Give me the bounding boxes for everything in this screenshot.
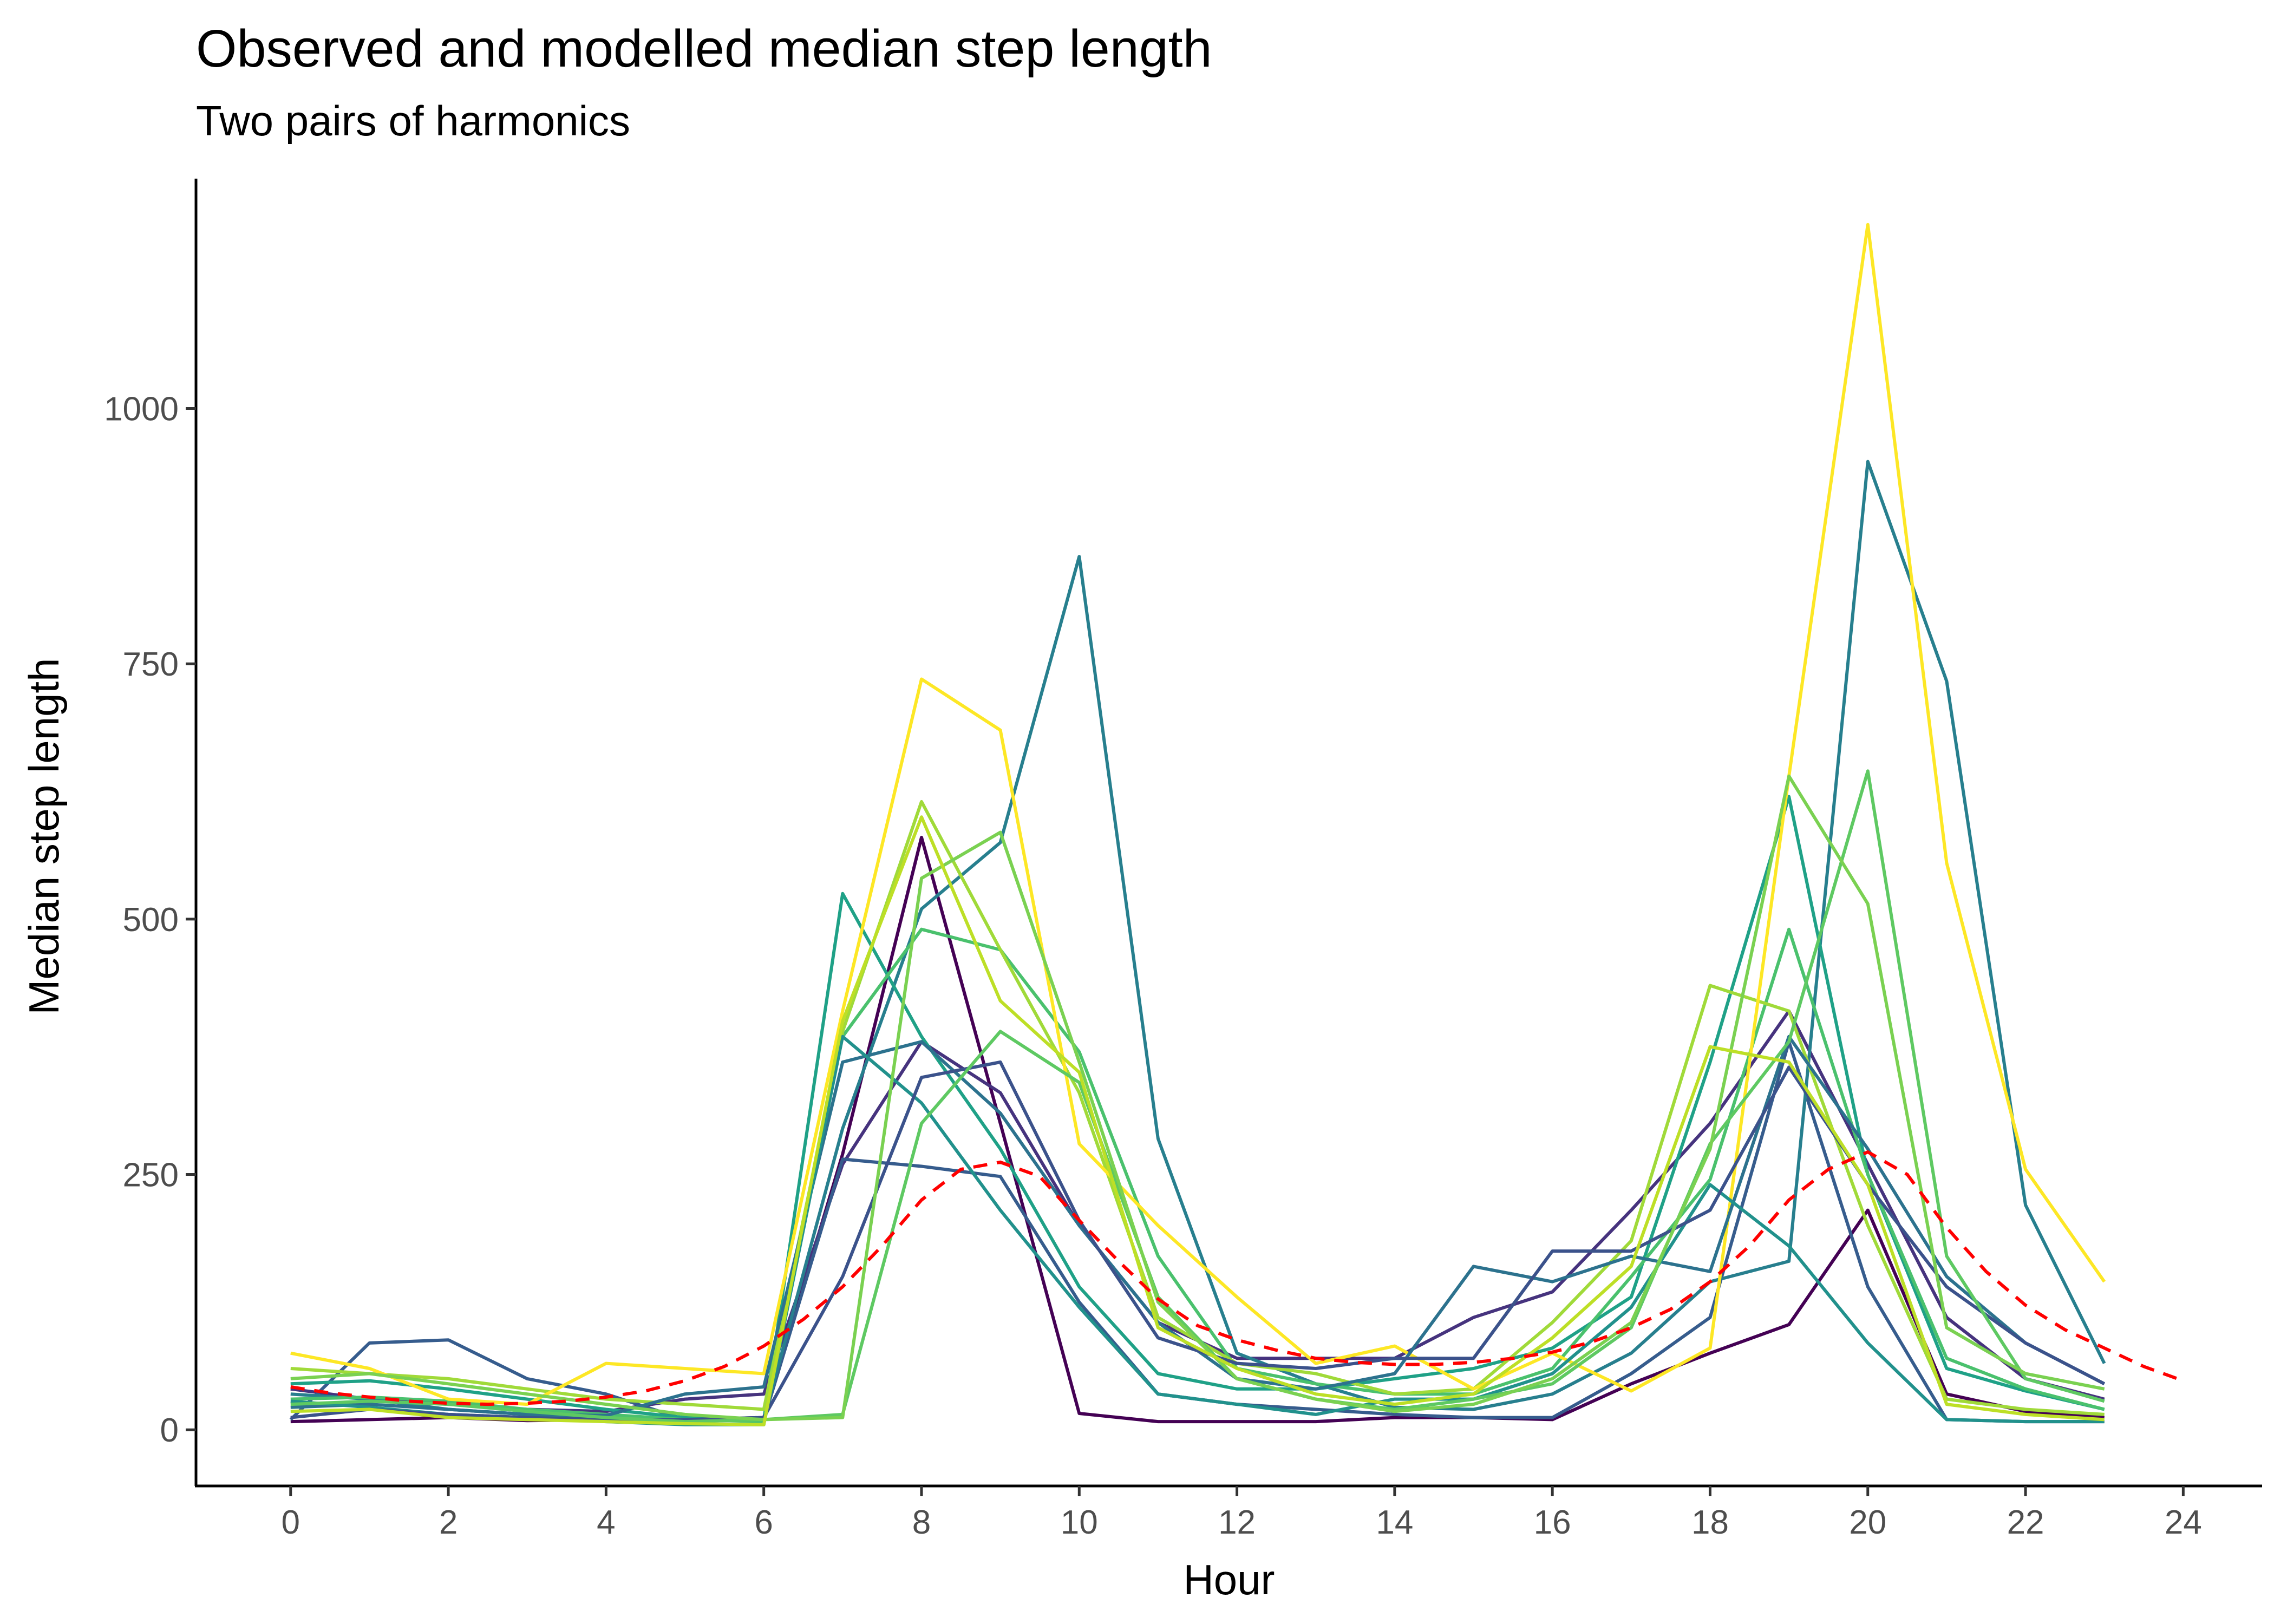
x-tick-label: 2: [439, 1504, 458, 1541]
x-tick-label: 0: [282, 1504, 300, 1541]
y-tick-label: 750: [123, 646, 179, 683]
chart-subtitle: Two pairs of harmonics: [196, 97, 630, 145]
x-tick-label: 14: [1376, 1504, 1413, 1541]
x-tick-label: 20: [1849, 1504, 1886, 1541]
chart-title: Observed and modelled median step length: [196, 19, 1212, 78]
series-line-11: [290, 1060, 2106, 1422]
x-tick-label: 16: [1534, 1504, 1571, 1541]
y-tick-label: 1000: [104, 391, 179, 428]
series-line-4: [290, 460, 2106, 1424]
x-tick-label: 22: [2007, 1504, 2044, 1541]
y-tick-label: 500: [123, 901, 179, 939]
y-tick-label: 0: [160, 1412, 179, 1449]
y-tick-label: 250: [123, 1157, 179, 1194]
series-line-8: [290, 222, 2106, 1406]
series-line-6: [290, 927, 2105, 1424]
x-tick-label: 18: [1691, 1504, 1729, 1541]
x-tick-label: 8: [912, 1504, 931, 1541]
series-line-13: [290, 774, 2105, 1422]
plot-area: [289, 222, 2184, 1426]
x-tick-label: 6: [754, 1504, 773, 1541]
x-tick-label: 24: [2165, 1504, 2202, 1541]
x-tick-label: 10: [1061, 1504, 1098, 1541]
x-ticks: 0 2 4 6 8 10 12 14 16 18 20 22 24: [282, 1486, 2202, 1541]
x-tick-label: 12: [1218, 1504, 1256, 1541]
series-line-5: [290, 795, 2105, 1422]
axes: [194, 179, 2262, 1488]
y-axis-title: Median step length: [20, 658, 68, 1014]
modelled-line: [290, 1150, 2184, 1406]
y-ticks: 0 250 500 750 1000: [104, 391, 196, 1449]
series-line-14: [290, 815, 2105, 1426]
x-tick-label: 4: [597, 1504, 615, 1541]
x-axis-title: Hour: [1183, 1556, 1275, 1603]
series-line-12: [290, 769, 2105, 1424]
